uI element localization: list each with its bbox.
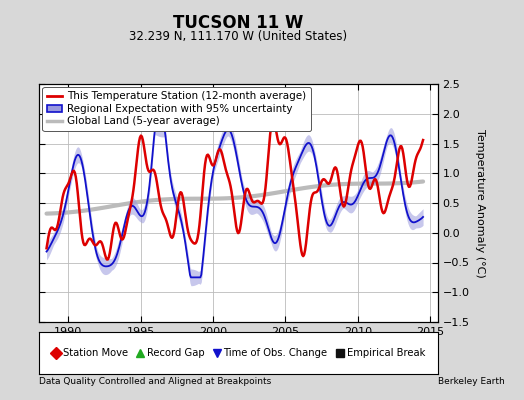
Y-axis label: Temperature Anomaly (°C): Temperature Anomaly (°C) [475,129,485,277]
Text: TUCSON 11 W: TUCSON 11 W [173,14,303,32]
Text: 32.239 N, 111.170 W (United States): 32.239 N, 111.170 W (United States) [129,30,347,43]
Legend: This Temperature Station (12-month average), Regional Expectation with 95% uncer: This Temperature Station (12-month avera… [42,87,311,131]
Text: Berkeley Earth: Berkeley Earth [438,377,504,386]
Legend: Station Move, Record Gap, Time of Obs. Change, Empirical Break: Station Move, Record Gap, Time of Obs. C… [50,346,427,360]
Text: Data Quality Controlled and Aligned at Breakpoints: Data Quality Controlled and Aligned at B… [39,377,271,386]
